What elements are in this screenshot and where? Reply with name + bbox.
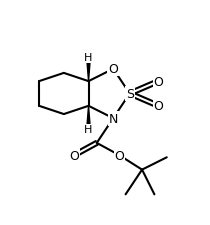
Polygon shape: [87, 58, 90, 82]
Polygon shape: [87, 106, 90, 130]
Text: H: H: [84, 125, 93, 135]
Text: N: N: [109, 112, 118, 125]
Text: S: S: [126, 88, 134, 101]
Text: O: O: [69, 149, 79, 162]
Text: H: H: [84, 53, 93, 63]
Text: O: O: [154, 100, 163, 113]
Text: O: O: [114, 149, 124, 162]
Text: O: O: [154, 75, 163, 88]
Text: O: O: [108, 63, 118, 76]
